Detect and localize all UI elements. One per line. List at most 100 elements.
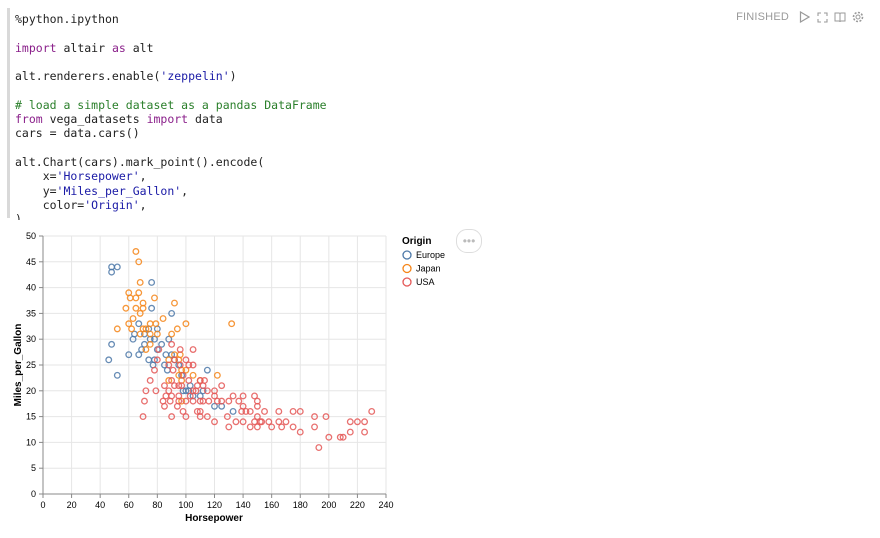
data-point-usa	[146, 377, 154, 384]
data-point-japan	[125, 289, 133, 297]
y-tick-label: 5	[31, 463, 36, 473]
data-point-japan	[135, 258, 143, 266]
data-point-japan	[175, 371, 183, 379]
y-tick-label: 20	[26, 386, 36, 396]
x-axis-title: Horsepower	[185, 513, 243, 524]
data-point-usa	[155, 346, 163, 353]
data-point-usa	[153, 356, 161, 364]
data-point-japan	[152, 320, 160, 328]
data-point-europe	[138, 346, 146, 353]
legend-symbol-japan	[402, 263, 412, 274]
data-point-usa	[353, 418, 361, 426]
y-tick-label: 30	[26, 334, 36, 344]
data-point-usa	[161, 402, 168, 410]
y-tick-label: 45	[26, 257, 36, 267]
data-point-usa	[169, 366, 177, 374]
data-point-japan	[125, 320, 133, 328]
data-point-usa	[165, 361, 173, 369]
code-line: y='Miles_per_Gallon',	[15, 183, 189, 198]
data-point-usa	[275, 407, 283, 415]
data-point-usa	[176, 346, 184, 353]
data-point-usa	[311, 413, 318, 421]
data-point-usa	[239, 392, 247, 400]
data-point-usa	[361, 428, 369, 436]
data-point-japan	[129, 315, 137, 323]
data-point-europe	[168, 309, 176, 317]
data-point-usa	[168, 392, 176, 400]
legend-title: Origin	[402, 236, 431, 247]
code-line: import altair as alt	[15, 40, 154, 55]
data-point-usa	[189, 346, 197, 353]
data-point-europe	[151, 335, 158, 343]
data-point-usa	[142, 387, 150, 395]
data-point-usa	[175, 382, 183, 390]
data-point-usa	[179, 371, 187, 379]
chart-axes: 0 5 10 15 20 25 30 35 40 45 50 0 20 40 60 80 100 120 140 16…	[26, 231, 394, 510]
y-tick-label: 35	[26, 308, 36, 318]
data-point-europe	[125, 351, 133, 359]
paragraph-status-bar: FINISHED	[736, 11, 864, 23]
data-point-japan	[122, 304, 130, 312]
y-tick-label: 25	[26, 360, 36, 370]
y-tick-label: 50	[26, 231, 36, 241]
data-point-europe	[135, 351, 143, 359]
data-point-europe	[161, 361, 168, 369]
data-point-usa	[141, 397, 148, 405]
book-icon[interactable]	[834, 11, 846, 23]
expand-icon[interactable]	[816, 11, 828, 23]
legend-symbol-usa	[402, 277, 412, 287]
data-point-usa	[175, 397, 183, 405]
data-point-usa	[189, 387, 197, 395]
y-tick-label: 10	[26, 437, 36, 447]
x-tick-label: 60	[124, 500, 134, 510]
data-point-japan	[165, 377, 173, 384]
data-point-usa	[168, 413, 176, 421]
data-point-usa	[246, 423, 254, 431]
code-line: alt.renderers.enable('zeppelin')	[15, 69, 237, 84]
data-point-usa	[265, 418, 273, 426]
data-point-usa	[261, 407, 268, 415]
data-point-japan	[146, 330, 154, 338]
data-point-usa	[225, 423, 233, 431]
code-line	[15, 83, 715, 97]
data-point-usa	[189, 397, 197, 405]
legend-label-europe: Europe	[416, 250, 445, 260]
x-tick-label: 20	[67, 500, 77, 510]
x-tick-label: 220	[350, 500, 365, 510]
run-icon[interactable]	[798, 11, 810, 23]
legend-symbol-europe	[402, 250, 412, 260]
data-point-usa	[218, 382, 226, 390]
data-point-europe	[108, 340, 116, 348]
data-point-japan	[178, 397, 186, 405]
data-point-usa	[311, 423, 318, 431]
data-point-usa	[179, 407, 187, 415]
data-point-usa	[246, 407, 254, 415]
code-editor[interactable]: %python.ipython import altair as alt alt…	[15, 12, 715, 220]
chart-actions-menu-button[interactable]: •••	[456, 229, 482, 253]
code-line	[15, 55, 715, 69]
x-tick-label: 240	[378, 500, 393, 510]
data-point-usa	[205, 397, 213, 405]
data-point-europe	[148, 304, 156, 312]
data-point-europe	[168, 351, 176, 359]
code-line: # load a simple dataset as a pandas Data…	[15, 97, 327, 112]
data-point-europe	[148, 278, 156, 286]
data-point-usa	[186, 392, 194, 400]
code-line: %python.ipython	[15, 12, 119, 26]
data-point-japan	[113, 325, 121, 333]
data-point-japan	[189, 371, 197, 379]
y-tick-label: 0	[31, 489, 36, 499]
data-point-japan	[228, 320, 236, 328]
data-point-usa	[203, 387, 211, 395]
data-point-usa	[296, 407, 304, 415]
data-point-usa	[296, 428, 304, 436]
data-point-usa	[251, 392, 258, 400]
data-point-usa	[196, 413, 204, 421]
data-point-usa	[193, 407, 201, 415]
data-point-usa	[171, 382, 178, 390]
y-tick-label: 40	[26, 283, 36, 293]
data-point-usa	[289, 423, 297, 431]
code-line	[15, 26, 715, 40]
data-point-usa	[165, 387, 173, 395]
settings-icon[interactable]	[852, 11, 864, 23]
